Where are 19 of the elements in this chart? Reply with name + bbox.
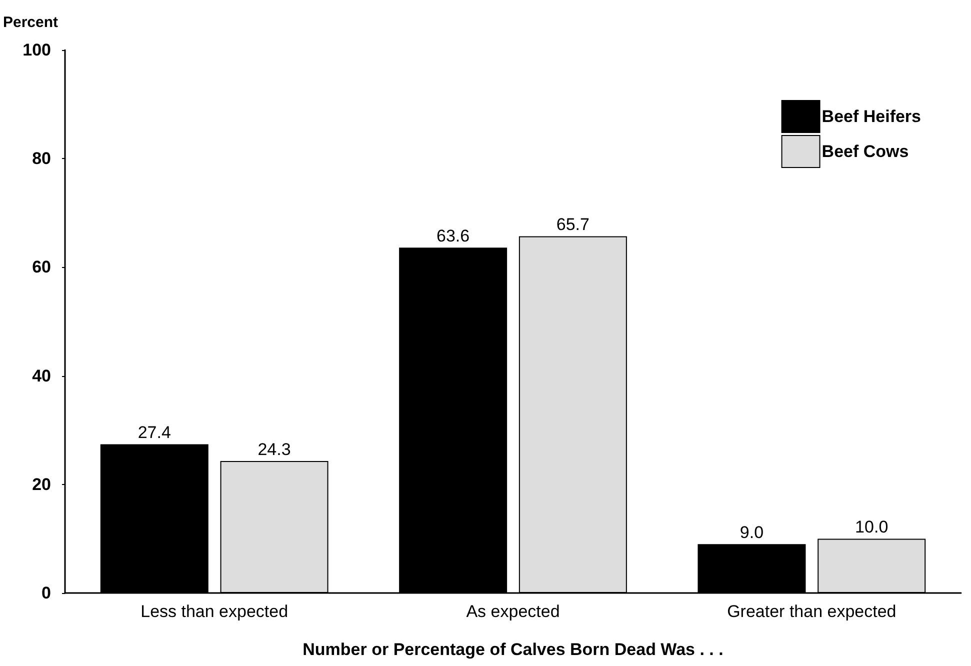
x-tick-label: Greater than expected: [727, 602, 896, 621]
y-tick-label: 0: [42, 584, 51, 602]
data-label: 27.4: [138, 423, 171, 442]
data-label: 24.3: [258, 440, 291, 460]
x-tick-label: As expected: [466, 602, 560, 621]
data-label: 9.0: [740, 523, 764, 542]
y-tick-label: 40: [32, 366, 51, 386]
y-tick-label: 100: [22, 40, 51, 60]
x-tick-label: Less than expected: [140, 602, 288, 621]
y-axis-title: Percent: [3, 14, 58, 31]
data-label: 10.0: [855, 518, 888, 537]
data-label: 65.7: [556, 215, 590, 234]
legend-label: Beef Heifers: [822, 107, 922, 126]
y-tick-label: 80: [32, 149, 51, 168]
data-label: 63.6: [436, 226, 470, 246]
y-tick-label: 60: [32, 258, 51, 277]
x-axis-title: Number or Percentage of Calves Born Dead Was . . .: [302, 640, 724, 659]
legend-label: Beef Cows: [822, 142, 909, 161]
y-tick-label: 20: [32, 474, 51, 494]
